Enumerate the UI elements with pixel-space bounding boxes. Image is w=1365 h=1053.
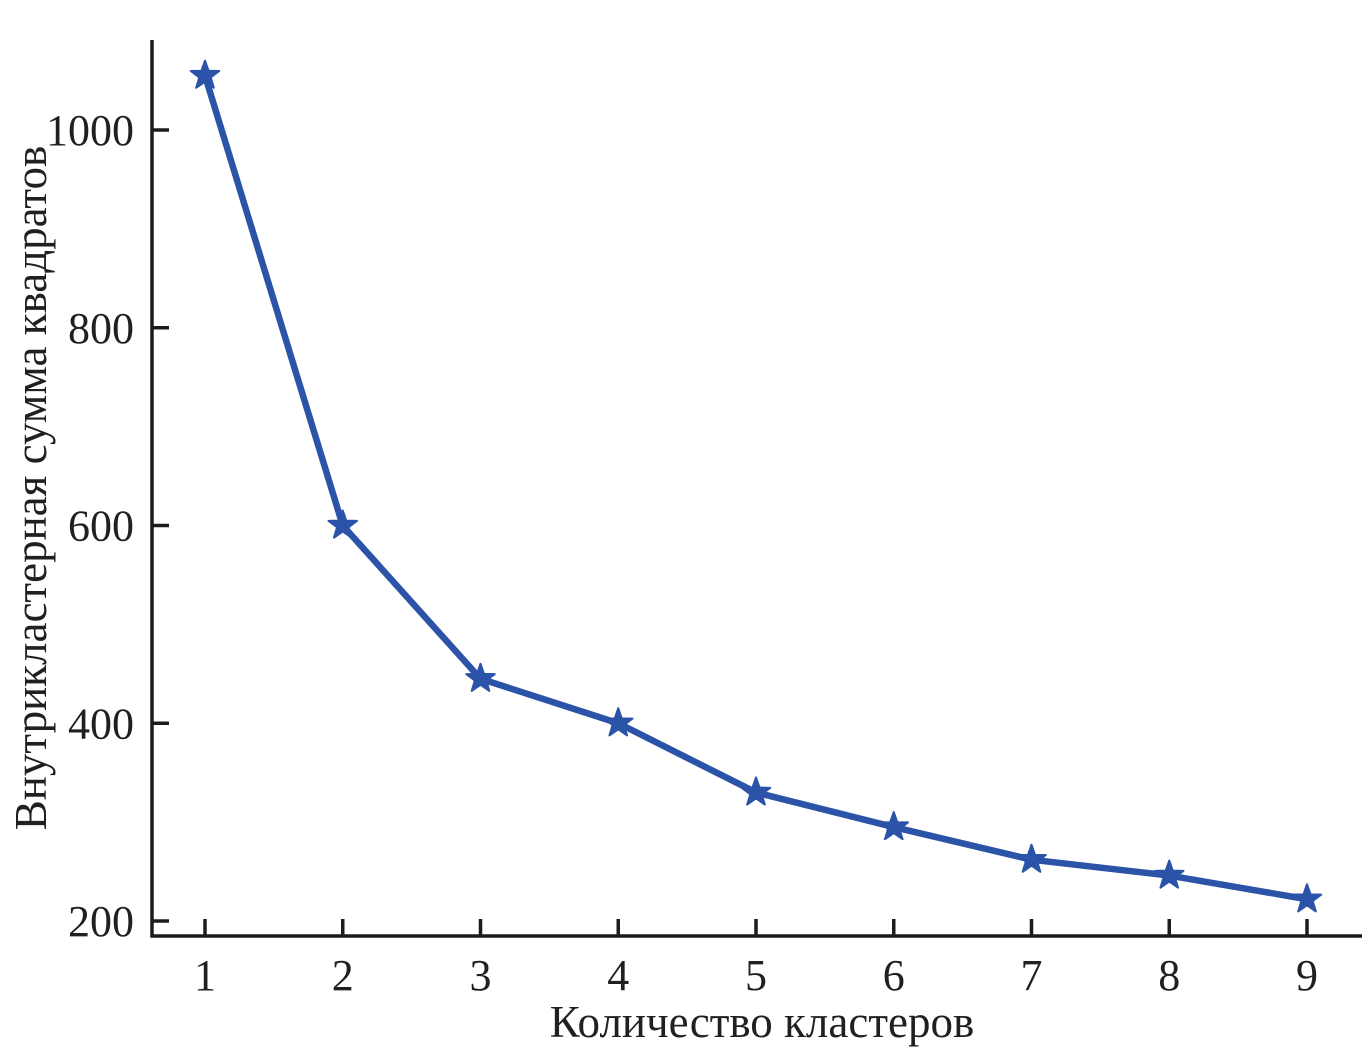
data-point-marker [1291,883,1323,913]
x-tick-label: 3 [470,951,492,1000]
y-tick-label: 600 [68,502,134,551]
data-point-marker [1016,843,1047,873]
data-point-marker [465,662,496,692]
data-series-layer [189,59,1323,913]
y-axis-title: Внутрикластерная сумма квадратов [6,146,56,830]
x-tick-label: 4 [607,951,629,1000]
x-tick-label: 1 [194,951,216,1000]
data-point-marker [189,59,221,89]
data-line [201,72,1311,903]
data-point-marker [1153,859,1185,889]
data-point-marker [602,707,634,737]
y-tick-label: 1000 [46,106,134,155]
x-tick-label: 6 [883,951,905,1000]
y-tick-label: 200 [68,897,134,946]
x-axis-title: Количество кластеров [550,997,974,1047]
y-tick-label: 400 [68,699,134,748]
x-tick-label: 7 [1021,951,1043,1000]
y-tick-label: 800 [68,304,134,353]
x-tick-label: 9 [1296,951,1318,1000]
data-point-marker [327,509,359,539]
x-tick-label: 8 [1158,951,1180,1000]
data-point-marker [878,811,910,841]
axis-spines [150,40,1362,938]
x-tick-label: 2 [332,951,354,1000]
data-point-marker [740,776,772,806]
x-tick-label: 5 [745,951,767,1000]
axes-layer: 200 400 600 800 1000 1 2 3 4 5 6 7 8 9 [46,40,1362,1000]
